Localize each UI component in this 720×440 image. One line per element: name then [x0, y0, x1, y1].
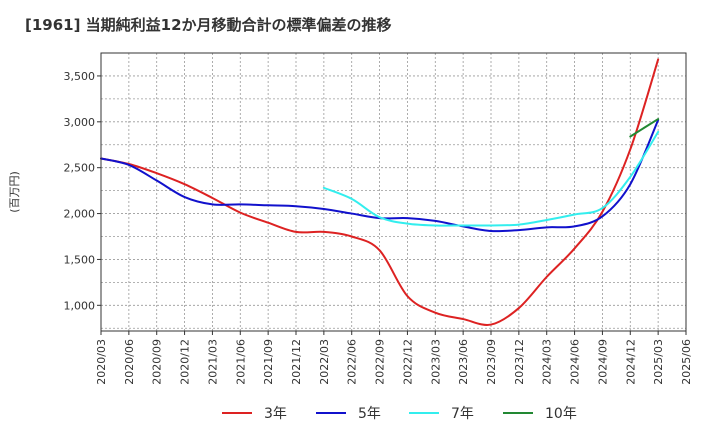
x-tick-label: 2022/03 [318, 339, 331, 385]
x-tick-label: 2023/12 [513, 339, 526, 385]
legend-label: 3年 [264, 406, 287, 422]
x-tick-label: 2024/09 [596, 339, 609, 385]
x-tick-label: 2025/03 [652, 339, 665, 385]
legend: 3年 5年 7年 10年 [222, 406, 577, 422]
x-axis: 2020/03 2020/06 2020/09 2020/12 2021/03 2021/… [95, 331, 693, 385]
series-line-3 [322, 130, 660, 227]
legend-label: 7年 [451, 406, 474, 422]
x-tick-label: 2021/12 [290, 339, 303, 385]
x-tick-label: 2023/09 [485, 339, 498, 385]
x-tick-label: 2024/06 [569, 339, 582, 385]
legend-label: 10年 [545, 406, 577, 422]
y-tick-label: 1,000 [64, 299, 96, 312]
x-tick-label: 2020/12 [179, 339, 192, 385]
legend-label: 5年 [358, 406, 381, 422]
series-layer [100, 58, 660, 326]
x-tick-label: 2022/09 [374, 339, 387, 385]
y-tick-label: 1,500 [64, 253, 96, 266]
x-tick-label: 2024/12 [624, 339, 637, 385]
y-axis: 1,000 1,500 2,000 2,500 3,000 3,500 [64, 70, 101, 312]
y-tick-label: 2,000 [64, 208, 96, 221]
y-tick-label: 3,500 [64, 70, 96, 83]
x-tick-label: 2021/06 [234, 339, 247, 385]
x-tick-label: 2020/03 [95, 339, 108, 385]
x-tick-label: 2024/03 [541, 339, 554, 385]
x-tick-label: 2023/03 [429, 339, 442, 385]
x-tick-label: 2020/06 [123, 339, 136, 385]
y-tick-label: 3,000 [64, 116, 96, 129]
x-tick-label: 2022/06 [346, 339, 359, 385]
x-tick-label: 2025/06 [680, 339, 693, 385]
y-tick-label: 2,500 [64, 162, 96, 175]
x-tick-label: 2021/03 [206, 339, 219, 385]
plot-frame [100, 52, 687, 332]
chart-title: [1961] 当期純利益12か月移動合計の標準偏差の推移 [25, 16, 392, 34]
series-line-1 [100, 58, 660, 326]
grid [100, 52, 687, 331]
x-tick-label: 2021/09 [262, 339, 275, 385]
y-axis-label: (百万円) [8, 171, 21, 213]
x-tick-label: 2022/12 [401, 339, 414, 385]
series-line-4 [629, 118, 660, 138]
x-tick-label: 2023/06 [457, 339, 470, 385]
x-tick-label: 2020/09 [151, 339, 164, 385]
